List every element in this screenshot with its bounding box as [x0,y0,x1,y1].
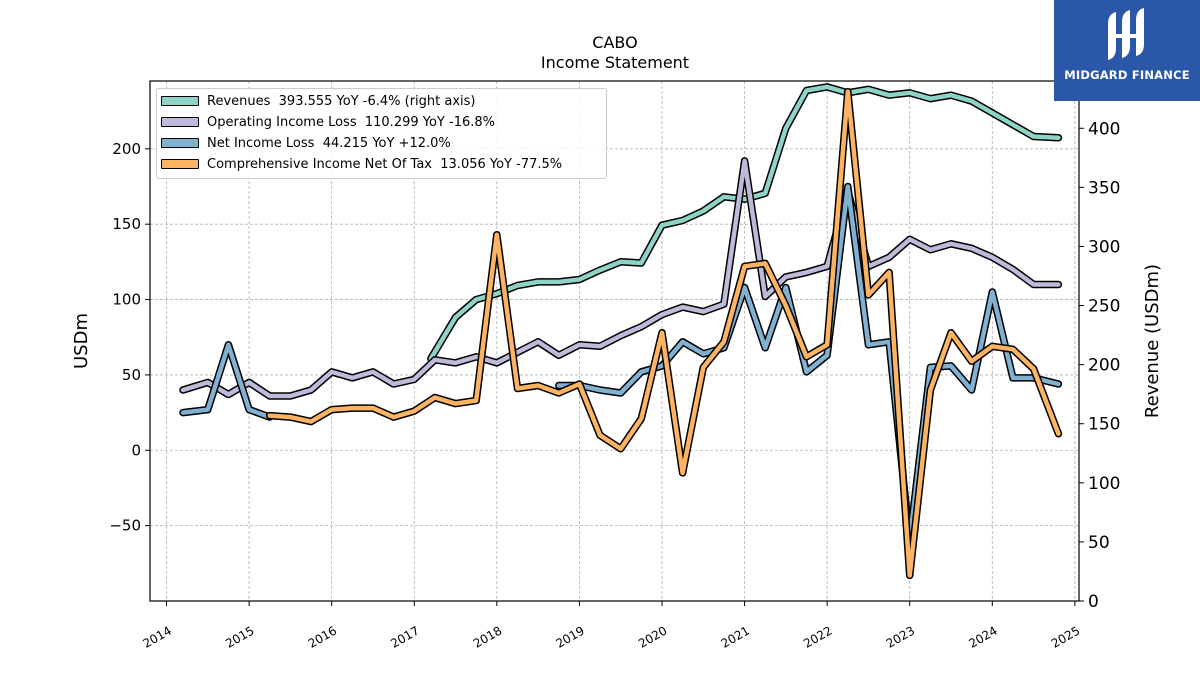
y-tick-label: 0 [131,441,141,459]
legend-item-comprehensive-income: Comprehensive Income Net Of Tax 13.056 Y… [161,154,562,174]
y2-tick-label: 350 [1088,178,1120,198]
midgard-finance-logo: MIDGARD FINANCE [1054,0,1200,101]
y2-tick-label: 0 [1088,592,1099,612]
legend-item-net-income: Net Income Loss 44.215 YoY +12.0% [161,133,451,153]
legend-item-operating-income: Operating Income Loss 110.299 YoY -16.8% [161,112,495,132]
operating-income-line [180,158,1061,399]
legend-label-revenues: Revenues 393.555 YoY -6.4% (right axis) [207,93,476,109]
operating-income-outline [179,157,1063,400]
x-tick-label: 2017 [388,623,421,650]
y2-tick-label: 250 [1088,297,1120,317]
y-tick-label: 200 [112,140,141,158]
x-tick-label: 2022 [801,623,834,650]
legend-swatch-operating-income [161,117,199,127]
net-income-outline [555,182,1063,545]
x-tick-label: 2016 [306,623,339,650]
legend-label-net-income: Net Income Loss 44.215 YoY +12.0% [207,135,451,151]
x-tick-label: 2019 [553,623,586,650]
chart-legend: Revenues 393.555 YoY -6.4% (right axis) … [156,88,607,179]
legend-label-comprehensive-income: Comprehensive Income Net Of Tax 13.056 Y… [207,156,563,172]
net-income-line [556,184,1061,543]
y-tick-label: −50 [109,517,141,535]
legend-label-operating-income: Operating Income Loss 110.299 YoY -16.8% [207,114,495,130]
y-tick-label: 50 [122,366,141,384]
y2-tick-label: 300 [1088,237,1120,257]
chart-title: CABO [592,33,638,52]
x-tick-label: 2025 [1049,623,1082,650]
x-tick-label: 2018 [471,623,504,650]
plot-frame [149,80,1080,602]
y2-tick-label: 150 [1088,415,1120,435]
legend-swatch-revenues [161,96,199,106]
logo-text: MIDGARD FINANCE [1064,68,1190,82]
x-tick-label: 2015 [223,623,256,650]
x-tick-label: 2023 [884,623,917,650]
y2-axis-label: Revenue (USDm) [1142,264,1163,418]
x-tick-label: 2020 [636,623,669,650]
y2-tick-label: 200 [1088,356,1120,376]
chart-subtitle: Income Statement [540,53,690,72]
net-income-line [180,342,272,420]
series-lines [179,83,1063,580]
y2-tick-label: 400 [1088,119,1120,139]
y2-tick-label: 50 [1088,533,1110,553]
x-tick-label: 2024 [966,623,999,650]
x-tick-label: 2021 [719,623,752,650]
legend-swatch-comprehensive-income [161,159,199,169]
midgard-logo-icon [1108,8,1144,60]
y-tick-label: 150 [112,215,141,233]
x-tick-label: 2014 [141,623,174,650]
axes: 2014 2015 2016 2017 2018 2019 2020 2021 2022 2023… [71,119,1163,651]
y-tick-label: 100 [112,291,141,309]
y-axis-label: USDm [71,313,92,369]
y2-tick-label: 100 [1088,474,1120,494]
legend-swatch-net-income [161,138,199,148]
legend-item-revenues: Revenues 393.555 YoY -6.4% (right axis) [161,91,476,111]
